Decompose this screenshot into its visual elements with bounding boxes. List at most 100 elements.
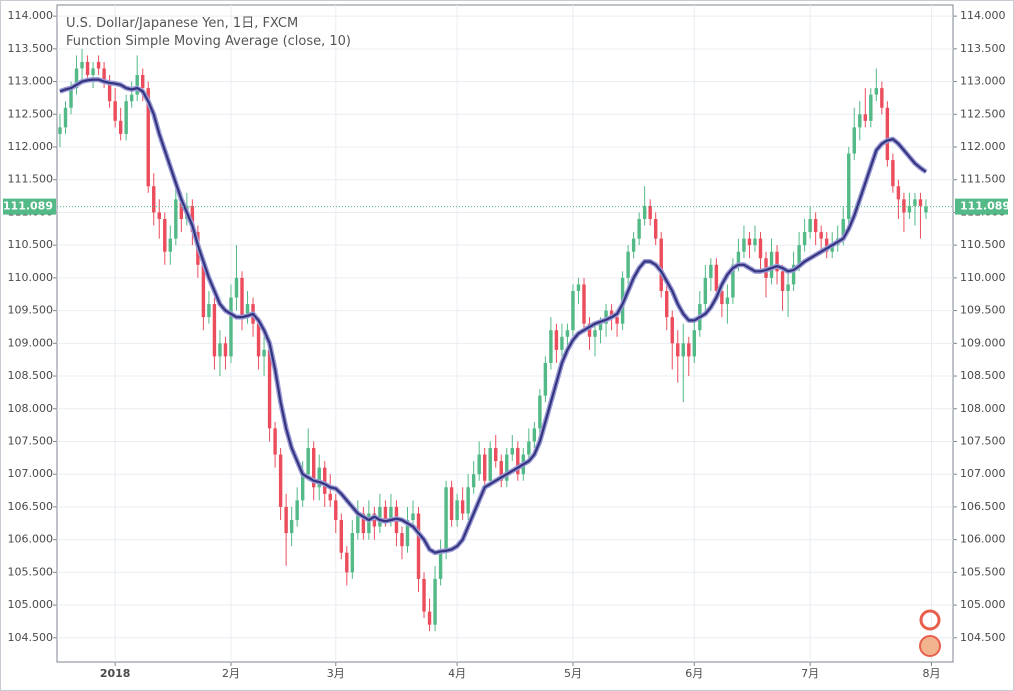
candle-body bbox=[273, 428, 277, 455]
y-tick-label: 109.500 bbox=[8, 304, 54, 317]
candle-body bbox=[791, 264, 796, 285]
candle-body bbox=[841, 218, 845, 239]
candle-body bbox=[847, 153, 851, 219]
candle-body bbox=[780, 271, 785, 291]
y-tick-label: 114.000 bbox=[8, 9, 54, 22]
candle-body bbox=[372, 513, 377, 527]
y-tick-label: 104.500 bbox=[960, 631, 1006, 644]
x-tick-label: 3月 bbox=[327, 667, 345, 680]
candle-body bbox=[554, 330, 559, 350]
candle-body bbox=[91, 68, 95, 76]
candle-body bbox=[659, 238, 663, 291]
candle-body bbox=[505, 454, 509, 481]
candle-body bbox=[587, 323, 592, 337]
candle-body bbox=[400, 533, 404, 547]
candle-body bbox=[681, 343, 685, 357]
candle-body bbox=[775, 251, 779, 272]
candle-body bbox=[311, 448, 316, 488]
candle-body bbox=[323, 467, 327, 494]
y-tick-label: 112.500 bbox=[8, 107, 54, 120]
candle-body bbox=[284, 506, 288, 534]
y-tick-label: 106.000 bbox=[8, 533, 54, 546]
candle-body bbox=[157, 212, 161, 219]
candle-body bbox=[207, 304, 211, 318]
candle-body bbox=[411, 513, 415, 520]
candle-body bbox=[907, 205, 912, 213]
candle-body bbox=[742, 238, 746, 252]
candle-body bbox=[427, 611, 432, 625]
candle-body bbox=[560, 336, 564, 350]
candle-body bbox=[361, 513, 366, 534]
candle-body bbox=[174, 199, 178, 239]
x-tick-label: 4月 bbox=[448, 667, 466, 680]
y-tick-label: 106.000 bbox=[960, 533, 1006, 546]
candle-body bbox=[637, 218, 641, 239]
candle-body bbox=[245, 304, 250, 318]
candle-body bbox=[609, 310, 614, 318]
candle-body bbox=[709, 264, 713, 278]
candle-body bbox=[896, 186, 901, 200]
y-tick-label: 113.500 bbox=[960, 42, 1006, 55]
y-tick-label: 106.500 bbox=[960, 500, 1006, 513]
candle-body bbox=[96, 61, 101, 69]
candle-body bbox=[653, 218, 658, 239]
y-tick-label: 110.000 bbox=[8, 271, 54, 284]
candle-body bbox=[234, 277, 239, 298]
x-tick-label: 5月 bbox=[564, 667, 582, 680]
x-tick-label: 7月 bbox=[801, 667, 819, 680]
logo-icon bbox=[919, 609, 941, 657]
candle-body bbox=[466, 487, 470, 514]
candle-body bbox=[858, 114, 862, 128]
candle-body bbox=[345, 552, 349, 573]
y-tick-label: 109.500 bbox=[960, 304, 1006, 317]
y-tick-label: 105.500 bbox=[8, 565, 54, 578]
candle-body bbox=[631, 238, 636, 252]
y-tick-label: 108.000 bbox=[960, 402, 1006, 415]
y-tick-label: 112.000 bbox=[960, 140, 1006, 153]
candle-body bbox=[830, 245, 834, 252]
candle-body bbox=[648, 205, 652, 219]
candle-body bbox=[626, 251, 630, 278]
candle-body bbox=[334, 500, 338, 520]
candle-body bbox=[471, 474, 476, 488]
candle-body bbox=[444, 487, 448, 553]
candle-body bbox=[687, 343, 691, 357]
candle-body bbox=[367, 513, 371, 534]
candle-body bbox=[438, 552, 443, 579]
y-tick-label: 110.500 bbox=[960, 238, 1006, 251]
y-tick-label: 107.000 bbox=[8, 467, 54, 480]
candle-body bbox=[405, 519, 410, 547]
candle-body bbox=[218, 343, 222, 357]
candle-body bbox=[85, 61, 90, 76]
y-tick-label: 114.000 bbox=[960, 9, 1006, 22]
candle-body bbox=[460, 500, 465, 514]
candle-body bbox=[488, 448, 492, 481]
candle-body bbox=[869, 94, 873, 121]
candle-body bbox=[295, 500, 299, 520]
y-tick-label: 112.500 bbox=[960, 107, 1006, 120]
y-tick-label: 113.500 bbox=[8, 42, 54, 55]
candle-body bbox=[731, 264, 735, 298]
candle-body bbox=[714, 264, 719, 291]
candle-body bbox=[913, 199, 917, 206]
candle-body bbox=[593, 330, 597, 337]
candle-body bbox=[356, 513, 360, 534]
x-tick-label: 8月 bbox=[922, 667, 940, 680]
candle-body bbox=[499, 461, 503, 481]
candle-body bbox=[703, 277, 708, 305]
candle-body bbox=[278, 454, 283, 507]
candle-body bbox=[267, 349, 272, 429]
candle-body bbox=[902, 199, 906, 213]
candle-body bbox=[797, 245, 801, 265]
y-tick-label: 113.000 bbox=[960, 75, 1006, 88]
y-tick-label: 110.000 bbox=[960, 271, 1006, 284]
candle-body bbox=[129, 94, 134, 102]
candle-body bbox=[378, 506, 382, 527]
candle-body bbox=[422, 578, 426, 612]
x-tick-label: 2018 bbox=[100, 667, 131, 680]
candle-body bbox=[808, 218, 812, 233]
candle-body bbox=[339, 519, 343, 553]
candle-body bbox=[510, 448, 514, 455]
candle-body bbox=[543, 362, 548, 396]
y-tick-label: 107.500 bbox=[960, 434, 1006, 447]
